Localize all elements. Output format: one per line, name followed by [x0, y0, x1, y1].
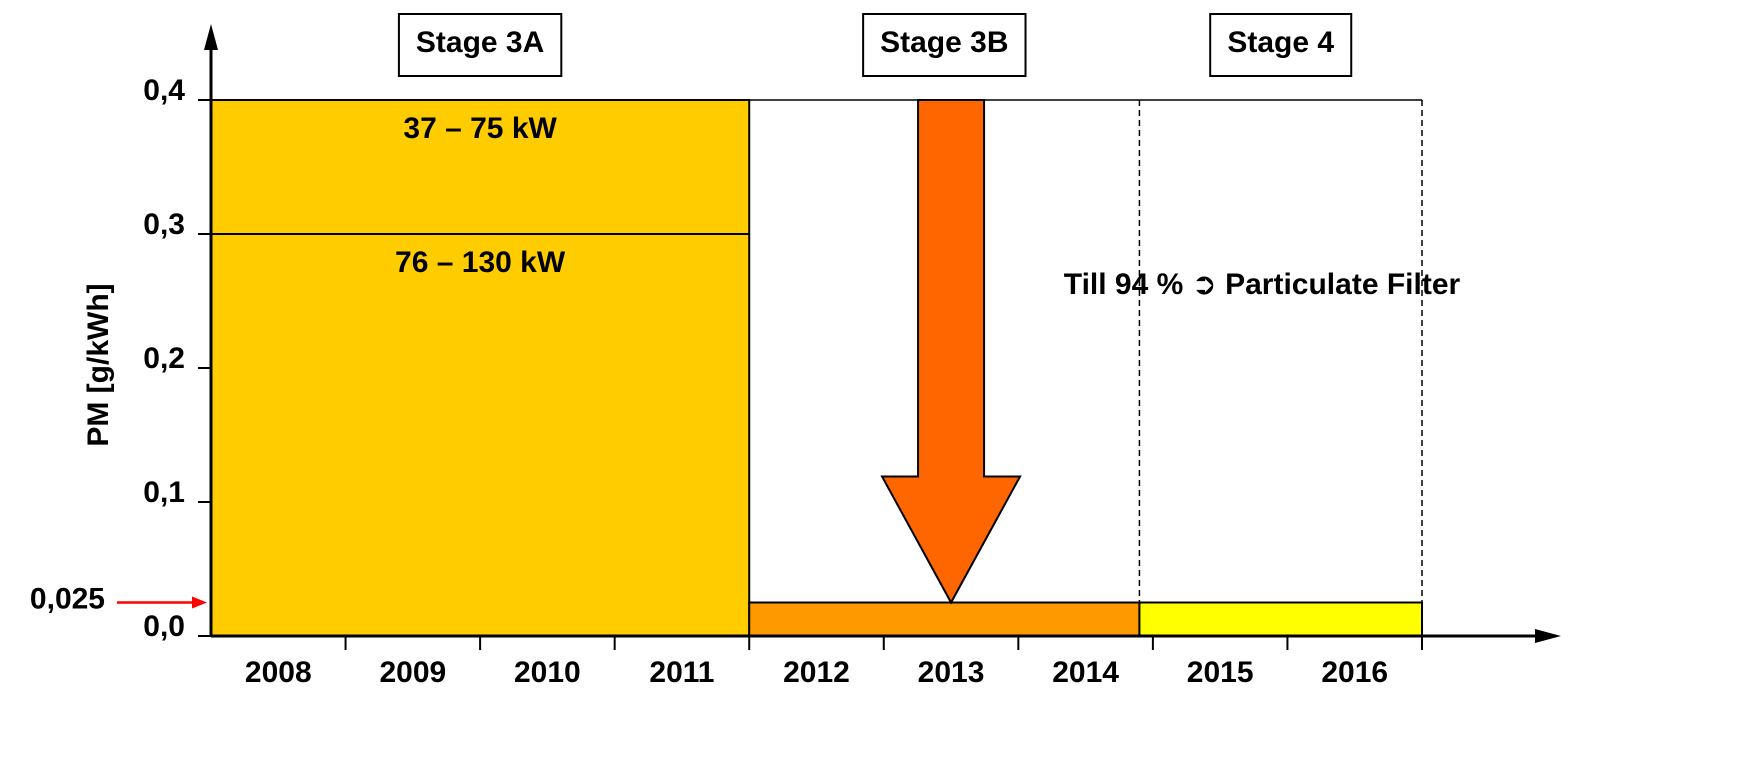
x-tick-label: 2014: [1052, 656, 1119, 689]
y-tick-label: 0,4: [143, 74, 185, 107]
stage-bar: [749, 603, 1139, 637]
x-axis-head: [1535, 629, 1561, 643]
stage-bar: [211, 100, 749, 636]
y-axis-label: PM [g/kWh]: [82, 283, 115, 446]
y-axis-head: [204, 24, 218, 50]
reference-label: 0,025: [30, 582, 105, 615]
y-tick-label: 0,0: [143, 610, 185, 643]
x-tick-label: 2009: [379, 656, 446, 689]
x-tick-label: 2008: [245, 656, 312, 689]
y-tick-label: 0,1: [143, 476, 185, 509]
x-tick-label: 2016: [1321, 656, 1388, 689]
band-label: 76 – 130 kW: [395, 246, 566, 279]
stage-label: Stage 3B: [880, 26, 1008, 59]
y-tick-label: 0,3: [143, 208, 185, 241]
stage-bar: [1139, 603, 1422, 637]
y-tick-label: 0,2: [143, 342, 185, 375]
x-tick-label: 2011: [649, 656, 714, 689]
x-tick-label: 2015: [1187, 656, 1254, 689]
chart: PM [g/kWh] Till 94 % ➲ Particulate Filte…: [0, 0, 1761, 776]
x-tick-label: 2010: [514, 656, 581, 689]
x-tick-label: 2013: [918, 656, 985, 689]
reference-pointer-head: [192, 597, 207, 609]
stage-label: Stage 4: [1227, 26, 1334, 59]
reduction-arrow: [882, 100, 1020, 603]
annotation: Till 94 % ➲ Particulate Filter: [1064, 268, 1461, 301]
band-label: 37 – 75 kW: [403, 112, 557, 145]
stage-label: Stage 3A: [416, 26, 544, 59]
x-tick-label: 2012: [783, 656, 850, 689]
